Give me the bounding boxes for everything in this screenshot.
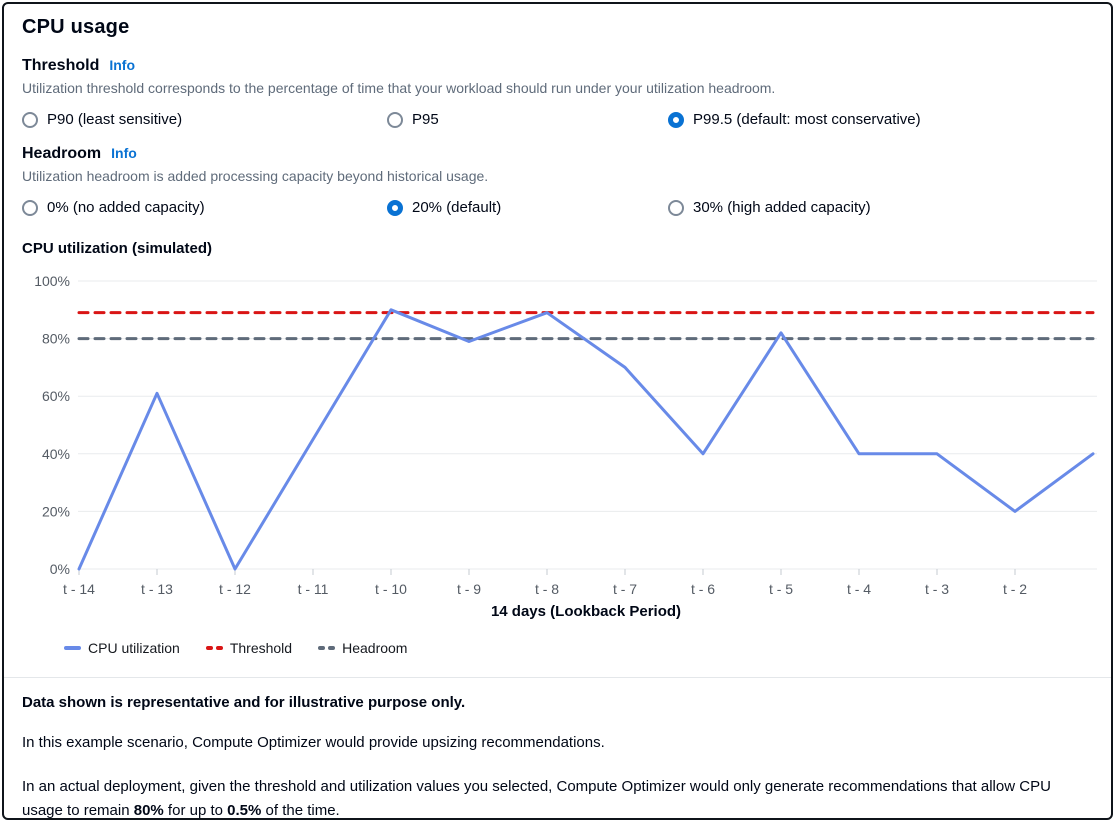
svg-text:t - 8: t - 8 — [535, 581, 559, 597]
svg-text:t - 7: t - 7 — [613, 581, 637, 597]
svg-text:t - 4: t - 4 — [847, 581, 871, 597]
radio-button-icon[interactable] — [668, 199, 684, 216]
legend-label: Headroom — [342, 640, 408, 656]
legend-item-threshold[interactable]: Threshold — [205, 640, 293, 656]
headroom-description: Utilization headroom is added processing… — [22, 168, 489, 184]
radio-button-icon[interactable] — [668, 111, 684, 128]
radio-button-icon[interactable] — [387, 111, 403, 128]
chart-legend: CPU utilization Threshold Headroom — [22, 640, 1093, 656]
radio-0-percent[interactable]: 0% (no added capacity) — [22, 199, 387, 216]
cpu-utilization-chart: 0% 20% 40% 60% 80% 100% t - 14 t - 13 t - 12 t - … — [22, 263, 1097, 599]
radio-button-icon[interactable] — [22, 199, 38, 216]
svg-text:t - 5: t - 5 — [769, 581, 793, 597]
radio-30-percent-label: 30% (high added capacity) — [693, 199, 871, 216]
radio-p90[interactable]: P90 (least sensitive) — [22, 111, 387, 128]
footer-note: Data shown is representative and for ill… — [22, 694, 466, 711]
threshold-info-link[interactable]: Info — [109, 57, 135, 73]
footer: Data shown is representative and for ill… — [22, 694, 1093, 819]
svg-text:20%: 20% — [42, 503, 70, 519]
headroom-section-header: Headroom Info — [22, 145, 1093, 163]
svg-text:100%: 100% — [34, 273, 70, 289]
svg-text:0%: 0% — [50, 561, 70, 577]
divider — [4, 677, 1111, 678]
radio-20-percent[interactable]: 20% (default) — [387, 199, 668, 216]
footer-p2-prefix: In an actual deployment, given the thres… — [22, 778, 1051, 819]
footer-p2-mid: for up to — [163, 802, 228, 819]
svg-text:t - 11: t - 11 — [298, 581, 329, 597]
radio-p95[interactable]: P95 — [387, 111, 668, 128]
radio-p90-label: P90 (least sensitive) — [47, 111, 183, 128]
footer-p2-threshold-value: 80% — [133, 802, 164, 819]
threshold-section-header: Threshold Info — [22, 57, 1093, 75]
radio-p99-5-label: P99.5 (default: most conservative) — [693, 111, 921, 128]
headroom-heading: Headroom — [22, 145, 102, 162]
threshold-heading: Threshold — [22, 57, 100, 74]
legend-item-headroom[interactable]: Headroom — [318, 640, 407, 656]
threshold-radio-group: P90 (least sensitive) P95 P99.5 (default… — [22, 111, 1093, 128]
svg-text:t - 10: t - 10 — [375, 581, 407, 597]
threshold-dash-swatch-icon — [205, 646, 223, 650]
svg-text:t - 9: t - 9 — [457, 581, 481, 597]
x-axis-title: 14 days (Lookback Period) — [490, 603, 682, 620]
page-title: CPU usage — [22, 16, 130, 38]
svg-text:40%: 40% — [42, 446, 70, 462]
radio-0-percent-label: 0% (no added capacity) — [47, 199, 205, 216]
threshold-description: Utilization threshold corresponds to the… — [22, 80, 776, 96]
footer-p2-time-value: 0.5% — [227, 802, 262, 819]
radio-button-icon[interactable] — [387, 199, 403, 216]
svg-text:t - 14: t - 14 — [63, 581, 95, 597]
cpu-line-swatch-icon — [64, 646, 81, 650]
footer-p2-suffix: of the time. — [261, 802, 340, 819]
radio-20-percent-label: 20% (default) — [412, 199, 502, 216]
legend-label: Threshold — [229, 640, 293, 656]
headroom-radio-group: 0% (no added capacity) 20% (default) 30%… — [22, 199, 1093, 216]
radio-30-percent[interactable]: 30% (high added capacity) — [668, 199, 1093, 216]
radio-p95-label: P95 — [412, 111, 439, 128]
svg-text:60%: 60% — [42, 388, 70, 404]
svg-text:t - 3: t - 3 — [925, 581, 949, 597]
svg-text:t - 6: t - 6 — [691, 581, 715, 597]
legend-item-cpu-utilization[interactable]: CPU utilization — [64, 640, 180, 656]
chart-plot-area: 0% 20% 40% 60% 80% 100% t - 14 t - 13 t - 12 t - … — [34, 273, 1097, 597]
headroom-dash-swatch-icon — [318, 646, 336, 650]
footer-paragraph-1: In this example scenario, Compute Optimi… — [22, 734, 605, 751]
svg-text:t - 13: t - 13 — [141, 581, 173, 597]
chart-title: CPU utilization (simulated) — [22, 240, 213, 257]
footer-paragraph-2: In an actual deployment, given the thres… — [22, 775, 1093, 819]
radio-p99-5[interactable]: P99.5 (default: most conservative) — [668, 111, 1093, 128]
svg-text:80%: 80% — [42, 331, 70, 347]
svg-text:t - 12: t - 12 — [219, 581, 251, 597]
radio-button-icon[interactable] — [22, 111, 38, 128]
svg-text:t - 2: t - 2 — [1003, 581, 1027, 597]
headroom-info-link[interactable]: Info — [111, 145, 137, 161]
legend-label: CPU utilization — [88, 640, 180, 656]
